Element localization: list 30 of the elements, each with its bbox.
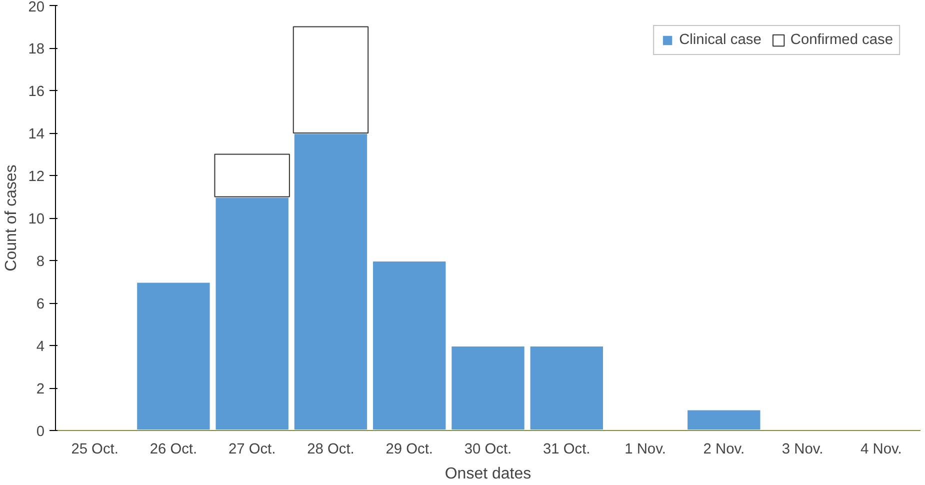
x-tick-label: 25 Oct. [71, 442, 118, 458]
x-tick-label: 30 Oct. [464, 442, 512, 458]
x-tick-label: 29 Oct. [386, 442, 433, 458]
bar [686, 408, 762, 430]
x-tick-label: 28 Oct. [307, 442, 354, 458]
x-tick-label: 4 Nov. [860, 442, 902, 458]
y-tick-label: 10 [28, 212, 45, 228]
y-tick-label: 12 [28, 169, 45, 185]
y-axis-title: Count of cases [3, 164, 20, 272]
x-tick-label: 2 Nov. [703, 442, 745, 458]
x-axis-title: Onset dates [444, 466, 532, 482]
y-tick-label: 14 [28, 126, 45, 142]
y-tick-label: 0 [36, 424, 45, 440]
x-tick-label: 26 Oct. [150, 442, 198, 458]
x-tick-label: 1 Nov. [624, 442, 666, 458]
y-tick-label: 8 [36, 254, 45, 270]
bar [528, 344, 605, 430]
legend-label: Clinical case [679, 32, 762, 48]
y-tick-label: 2 [36, 382, 45, 398]
y-tick-label: 16 [28, 84, 45, 100]
y-tick-label: 20 [28, 0, 45, 16]
y-tick-label: 18 [28, 42, 45, 58]
x-tick-label: 3 Nov. [782, 442, 824, 458]
x-tick-label: 27 Oct. [228, 442, 276, 458]
bar [371, 260, 448, 430]
legend-label: Confirmed case [790, 32, 893, 48]
x-tick-label: 31 Oct. [543, 442, 590, 458]
y-tick-label: 6 [36, 296, 45, 312]
y-tick-label: 4 [36, 339, 45, 355]
bar [450, 344, 526, 430]
